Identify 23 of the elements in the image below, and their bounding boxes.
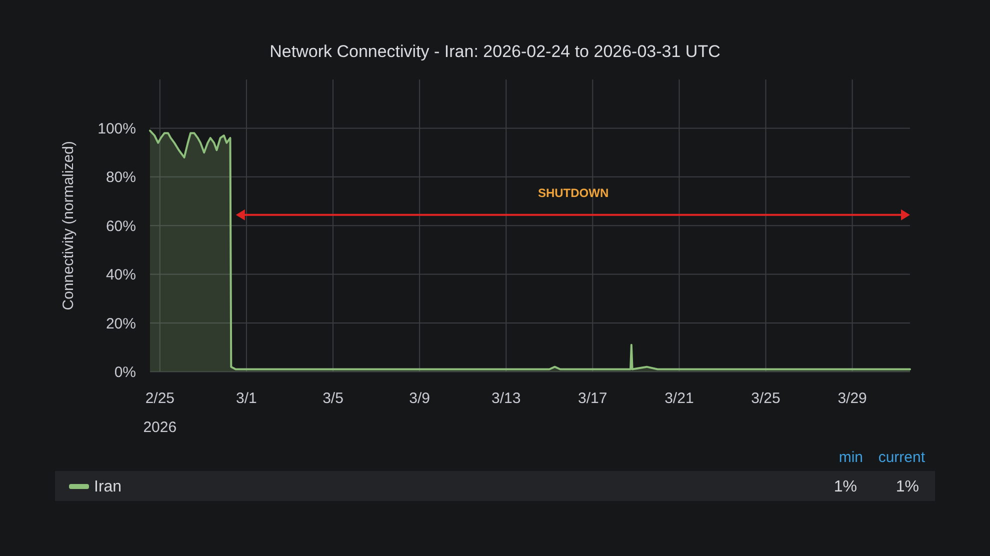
y-tick-label: 60% — [106, 218, 136, 235]
x-tick-label: 3/9 — [409, 390, 430, 407]
x-tick-label: 3/29 — [838, 390, 867, 407]
y-axis-title: Connectivity (normalized) — [60, 140, 77, 310]
y-tick-label: 0% — [114, 364, 136, 381]
text: 1% — [834, 478, 857, 496]
text: 1% — [896, 478, 919, 496]
x-tick-label: 3/1 — [236, 390, 257, 407]
x-tick-label: 3/25 — [751, 390, 780, 407]
chart-title: Network Connectivity - Iran: 2026-02-24 to 2026-03-31 UTC — [270, 42, 720, 61]
y-tick-label: 80% — [106, 169, 136, 186]
text: current — [878, 449, 926, 466]
y-tick-label: 40% — [106, 266, 136, 284]
x-tick-label: 3/5 — [322, 390, 344, 407]
x-tick-label: 2/25 2026 — [143, 390, 177, 436]
x-tick-label: 3/17 — [578, 390, 608, 407]
y-tick-label: 100% — [98, 120, 136, 138]
legend-label: Iran — [94, 478, 122, 496]
text: min — [838, 449, 863, 466]
y-tick-label: 20% — [106, 315, 136, 332]
annotation: SHUTDOWN — [538, 186, 609, 200]
x-tick-label: 3/13 — [492, 390, 521, 407]
x-tick-label: 3/21 — [664, 390, 694, 407]
